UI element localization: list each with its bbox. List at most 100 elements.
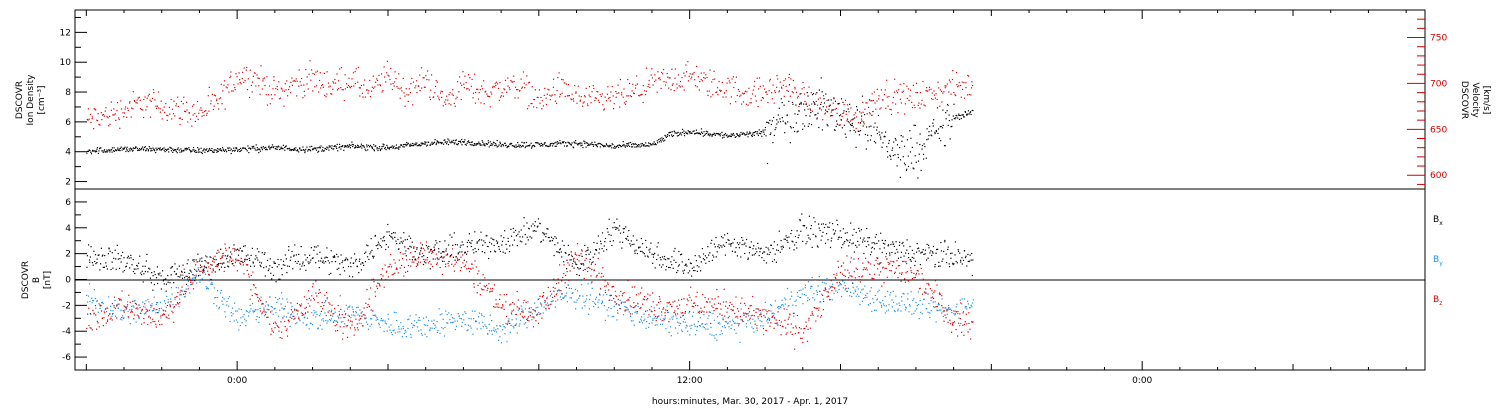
velocity-point bbox=[561, 92, 563, 94]
density-point bbox=[911, 146, 913, 148]
velocity-point bbox=[170, 98, 172, 101]
bx-point bbox=[91, 262, 93, 264]
density-point bbox=[406, 141, 408, 144]
velocity-point bbox=[777, 78, 779, 80]
velocity-point bbox=[436, 81, 438, 83]
bz-point bbox=[408, 248, 410, 250]
by-point bbox=[930, 310, 932, 312]
bz-point bbox=[182, 274, 184, 276]
bx-point bbox=[112, 267, 114, 269]
velocity-point bbox=[181, 118, 183, 120]
by-point bbox=[275, 297, 277, 299]
bz-point bbox=[591, 281, 593, 283]
velocity-point bbox=[477, 98, 480, 100]
density-point bbox=[775, 127, 777, 129]
density-point bbox=[569, 143, 571, 145]
velocity-point bbox=[725, 90, 727, 92]
by-point bbox=[949, 308, 951, 310]
by-point bbox=[754, 320, 756, 322]
by-point bbox=[869, 302, 871, 305]
density-point bbox=[324, 147, 327, 149]
density-point bbox=[92, 150, 94, 152]
bz-point bbox=[549, 290, 551, 292]
bz-point bbox=[846, 255, 848, 257]
by-point bbox=[780, 306, 782, 308]
density-point bbox=[457, 144, 459, 146]
density-point bbox=[261, 149, 263, 151]
velocity-point bbox=[554, 100, 556, 102]
bx-point bbox=[133, 268, 135, 270]
bz-point bbox=[694, 302, 696, 304]
bz-point bbox=[865, 267, 867, 269]
density-point bbox=[959, 114, 961, 117]
density-point bbox=[113, 150, 115, 152]
velocity-point bbox=[524, 87, 526, 89]
density-point bbox=[536, 142, 538, 144]
by-point bbox=[281, 292, 283, 294]
bz-point bbox=[221, 255, 223, 257]
by-point bbox=[160, 317, 162, 319]
density-point bbox=[299, 147, 301, 149]
density-point bbox=[887, 156, 889, 158]
density-point bbox=[585, 146, 587, 148]
plasma-left-ylabel-line2: Ion Density bbox=[26, 74, 36, 126]
velocity-point bbox=[127, 107, 129, 109]
by-point bbox=[514, 314, 517, 316]
density-point bbox=[103, 150, 105, 152]
density-point bbox=[816, 118, 818, 120]
velocity-point bbox=[741, 103, 743, 105]
bx-point bbox=[96, 258, 98, 260]
density-point bbox=[468, 141, 470, 143]
bz-point bbox=[898, 265, 901, 267]
by-point bbox=[568, 287, 570, 289]
velocity-point bbox=[698, 89, 700, 91]
by-point bbox=[238, 329, 240, 331]
by-point bbox=[874, 294, 876, 296]
bz-point bbox=[366, 289, 368, 291]
velocity-point bbox=[690, 78, 692, 80]
velocity-point bbox=[912, 84, 914, 86]
bz-point bbox=[807, 328, 809, 330]
velocity-point bbox=[906, 85, 908, 87]
by-point bbox=[629, 305, 631, 307]
bz-point bbox=[922, 278, 924, 280]
density-point bbox=[570, 144, 572, 146]
bz-point bbox=[686, 304, 688, 306]
by-point bbox=[777, 305, 780, 308]
bz-point bbox=[754, 323, 756, 325]
velocity-point bbox=[232, 90, 234, 92]
velocity-point bbox=[822, 95, 825, 97]
velocity-point bbox=[288, 88, 290, 91]
by-point bbox=[461, 321, 463, 323]
velocity-point bbox=[376, 79, 379, 82]
density-point bbox=[919, 144, 921, 146]
velocity-point bbox=[291, 84, 294, 86]
by-point bbox=[158, 310, 160, 312]
density-point bbox=[223, 150, 226, 152]
velocity-point bbox=[662, 68, 665, 71]
by-point bbox=[91, 302, 93, 304]
bz-point bbox=[417, 258, 419, 260]
by-point bbox=[882, 299, 884, 302]
by-point bbox=[256, 316, 258, 318]
velocity-point bbox=[121, 108, 123, 110]
by-point bbox=[321, 319, 323, 321]
bz-point bbox=[674, 300, 676, 302]
by-point bbox=[895, 295, 897, 297]
density-point bbox=[195, 149, 197, 152]
density-point bbox=[479, 144, 481, 146]
by-point bbox=[478, 312, 481, 314]
density-point bbox=[181, 150, 183, 152]
velocity-point bbox=[130, 116, 132, 118]
velocity-point bbox=[623, 102, 626, 104]
density-point bbox=[137, 149, 139, 151]
by-point bbox=[616, 319, 618, 321]
density-point bbox=[244, 148, 246, 150]
density-point bbox=[471, 141, 473, 143]
density-point bbox=[295, 147, 297, 149]
bz-point bbox=[309, 305, 311, 307]
bz-point bbox=[313, 297, 315, 300]
by-point bbox=[767, 317, 769, 319]
bz-point bbox=[566, 271, 568, 273]
density-point bbox=[657, 142, 659, 144]
